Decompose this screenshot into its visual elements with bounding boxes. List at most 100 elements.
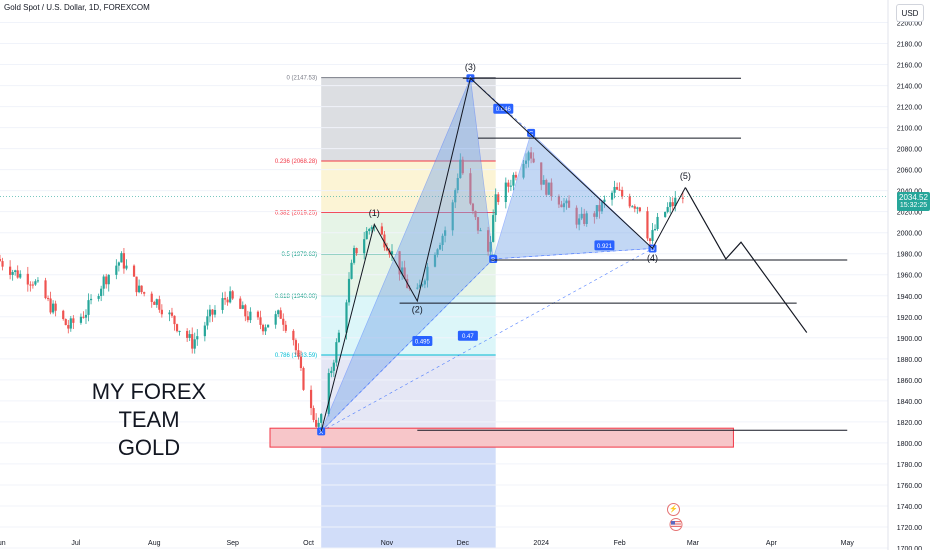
- candle-body: [666, 207, 669, 212]
- fib-band: [321, 212, 496, 255]
- candle-body: [487, 230, 490, 252]
- harmonic-ratio-label: 0.921: [597, 244, 613, 250]
- candle-body: [388, 250, 391, 255]
- candle-body: [9, 266, 12, 275]
- candle-body: [125, 265, 128, 269]
- fib-level-label: 0.5 (1979.63): [281, 252, 317, 258]
- price-tick-label: 2200.00: [897, 21, 922, 28]
- candle-body: [168, 312, 171, 315]
- candle-body: [363, 239, 366, 254]
- price-tick-label: 2180.00: [897, 42, 922, 49]
- candle-body: [583, 213, 586, 224]
- candle-body: [69, 318, 72, 329]
- price-tick-label: 1880.00: [897, 357, 922, 364]
- candle-body: [664, 211, 667, 217]
- time-axis[interactable]: Jun Jul Aug Sep Oct Nov Dec 2024 Feb Mar Apr May: [0, 540, 854, 547]
- candle-body: [578, 218, 581, 225]
- price-tick-label: 2080.00: [897, 147, 922, 154]
- candle-body: [352, 248, 356, 263]
- candle-body: [385, 247, 389, 251]
- fib-level-label: 0.618 (1940.00): [275, 294, 317, 300]
- candle-body: [140, 285, 143, 293]
- price-axis[interactable]: 1700.00 1720.00 1740.00 1760.00 1780.00 1800.…: [887, 0, 932, 550]
- candle-body: [191, 334, 194, 349]
- candle-body: [656, 216, 659, 230]
- candle-body: [494, 194, 497, 216]
- candle-body: [256, 311, 260, 318]
- candle-body: [390, 251, 394, 255]
- price-tick-label: 1860.00: [897, 378, 922, 385]
- candle-body: [259, 317, 262, 325]
- candle-body: [14, 270, 17, 273]
- price-tick-label: 1780.00: [897, 462, 922, 469]
- candle-body: [231, 291, 234, 299]
- price-tick-label: 1760.00: [897, 483, 922, 490]
- candle-body: [72, 318, 75, 323]
- candle-body: [54, 303, 57, 311]
- candle-body: [456, 177, 459, 191]
- candle-body: [100, 288, 103, 297]
- harmonic-point-label: X: [319, 430, 323, 436]
- candle-body: [416, 287, 419, 289]
- us-flag-icon[interactable]: [666, 518, 686, 531]
- fib-band: [321, 77, 496, 161]
- price-tick-label: 1840.00: [897, 399, 922, 406]
- time-tick-label: Feb: [614, 540, 626, 547]
- candle-body: [403, 267, 406, 279]
- projection-path: [684, 187, 808, 333]
- candle-body: [26, 273, 29, 285]
- price-tick-label: 1920.00: [897, 315, 922, 322]
- price-tick-label: 2140.00: [897, 84, 922, 91]
- candle-body: [0, 258, 2, 262]
- candle-body: [241, 305, 244, 309]
- candle-body: [560, 204, 563, 208]
- candle-body: [474, 210, 477, 218]
- candle-body: [87, 300, 90, 315]
- lightning-icon[interactable]: ⚡: [667, 503, 680, 516]
- candle-body: [36, 280, 40, 282]
- time-tick-label: Nov: [381, 540, 394, 547]
- candle-body: [530, 152, 533, 159]
- candle-body: [497, 194, 500, 203]
- price-tick-label: 2160.00: [897, 63, 922, 70]
- price-tick-label: 1960.00: [897, 273, 922, 280]
- candle-body: [327, 373, 330, 415]
- candle-body: [567, 200, 571, 208]
- wave-label: (5): [680, 171, 691, 181]
- candle-body: [345, 302, 348, 333]
- harmonic-ratio-label: 0.646: [496, 107, 512, 113]
- candle-body: [320, 414, 323, 423]
- candle-body: [636, 207, 639, 209]
- harmonic-point-label: D: [650, 247, 655, 253]
- candle-body: [122, 253, 126, 269]
- price-tick-label: 1700.00: [897, 546, 922, 550]
- candle-body: [294, 340, 298, 351]
- candle-body: [170, 312, 174, 316]
- candle-body: [52, 303, 55, 313]
- currency-button[interactable]: USD: [896, 4, 924, 22]
- candle-body: [598, 205, 601, 212]
- candle-body: [221, 298, 224, 310]
- fib-band: [321, 355, 496, 431]
- candle-body: [282, 318, 285, 325]
- candle-body: [226, 299, 229, 303]
- candle-body: [522, 163, 525, 178]
- time-tick-label: Mar: [687, 540, 700, 547]
- candle-body: [441, 235, 444, 246]
- candle-body: [476, 217, 480, 231]
- symbol-title[interactable]: Gold Spot / U.S. Dollar, 1D, FOREXCOM: [4, 3, 150, 12]
- elliott-wave-path: [320, 77, 686, 432]
- candle-body: [562, 203, 566, 208]
- price-tick-label: 1740.00: [897, 504, 922, 511]
- candle-body: [158, 299, 161, 310]
- candle-body: [264, 327, 267, 332]
- candle-body: [277, 310, 280, 315]
- price-tick-label: 2020.00: [897, 210, 922, 217]
- candle-body: [279, 310, 282, 319]
- candle-body: [593, 213, 596, 217]
- candle-body: [580, 213, 583, 219]
- price-tick-label: 1800.00: [897, 441, 922, 448]
- candle-body: [84, 314, 88, 318]
- candle-body: [436, 249, 439, 255]
